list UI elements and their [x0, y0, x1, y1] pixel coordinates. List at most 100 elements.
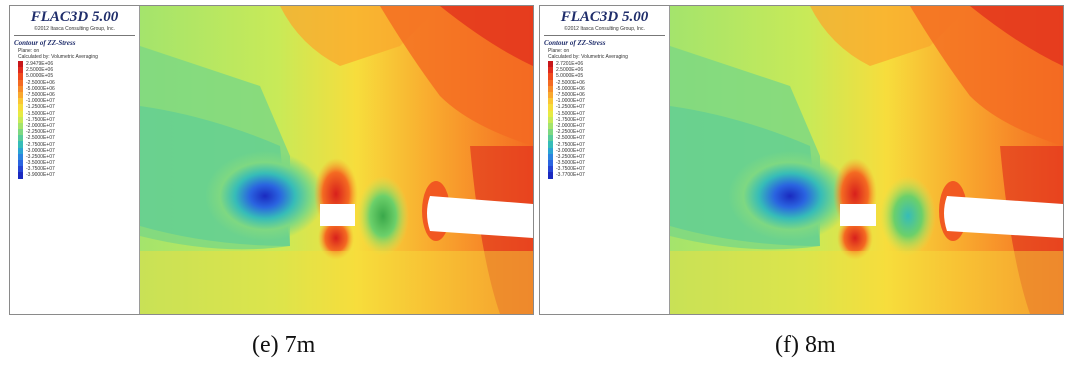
scale-swatch	[18, 79, 23, 86]
scale-value: -3.5000E+07	[556, 160, 585, 167]
scale-row: -3.0000E+07	[548, 147, 665, 154]
contour-panel-f: FLAC3D 5.00 ©2012 Itasca Consulting Grou…	[539, 5, 1064, 315]
scale-value: -2.0000E+07	[26, 122, 55, 129]
scale-swatch	[548, 104, 553, 111]
legend-box: FLAC3D 5.00 ©2012 Itasca Consulting Grou…	[10, 6, 140, 314]
scale-value: -1.2500E+07	[26, 104, 55, 111]
scale-row: -2.5000E+07	[18, 135, 135, 142]
scale-swatch	[18, 61, 23, 68]
scale-swatch	[18, 73, 23, 80]
pillar-green-zone	[880, 176, 936, 256]
scale-swatch	[18, 98, 23, 105]
scale-value: -2.5000E+06	[26, 79, 55, 86]
scale-swatch	[18, 141, 23, 148]
scale-swatch	[548, 147, 553, 154]
calculation-label: Calculated by: Volumetric Averaging	[18, 54, 98, 60]
scale-swatch	[548, 129, 553, 136]
scale-value: -5.0000E+06	[26, 85, 55, 92]
scale-value: -1.2500E+07	[556, 104, 585, 111]
scale-row: 2.7201E+06	[548, 61, 665, 68]
scale-row: -3.7500E+07	[548, 166, 665, 173]
scale-swatch	[548, 67, 553, 74]
color-scale: 2.7201E+06 2.5000E+06 5.0000E+05 -2.5000E+0…	[544, 61, 665, 179]
scale-swatch	[18, 85, 23, 92]
color-scale: 2.9479E+06 2.5000E+06 5.0000E+05 -2.5000E+0…	[14, 61, 135, 179]
excavated-zone	[944, 196, 1063, 238]
scale-value: -2.7500E+07	[556, 141, 585, 148]
scale-value: -3.7700E+07	[556, 172, 585, 179]
scale-row: -5.0000E+06	[548, 85, 665, 92]
scale-value: -3.2500E+07	[556, 153, 585, 160]
scale-row: -2.5000E+06	[18, 79, 135, 86]
scale-value: -7.5000E+06	[556, 92, 585, 99]
scale-swatch	[18, 67, 23, 74]
contour-panel-e: FLAC3D 5.00 ©2012 Itasca Consulting Grou…	[9, 5, 534, 315]
floor-red-zone-1	[318, 216, 354, 260]
scale-swatch	[18, 110, 23, 117]
scale-row: -1.0000E+07	[548, 98, 665, 105]
contour-title: Contour of ZZ-Stress	[544, 39, 606, 47]
floor-red-zone-1	[837, 216, 873, 260]
roadway-opening	[840, 204, 876, 226]
scale-value: -1.5000E+07	[556, 110, 585, 117]
scale-value: 5.0000E+05	[26, 73, 54, 80]
scale-swatch	[548, 91, 553, 99]
contour-title: Contour of ZZ-Stress	[14, 39, 76, 47]
scale-value: -3.5000E+07	[26, 160, 55, 167]
scale-value: -3.7500E+07	[556, 166, 585, 173]
scale-row: -1.2500E+07	[548, 104, 665, 111]
scale-row: -7.5000E+06	[18, 91, 135, 99]
scale-row: -2.5000E+07	[548, 135, 665, 142]
software-title: FLAC3D 5.00	[30, 9, 119, 25]
scale-row: -1.5000E+07	[18, 110, 135, 117]
plane-label: Plane: on	[548, 48, 570, 54]
scale-value: -3.0000E+07	[556, 147, 585, 154]
stress-contour-plot	[140, 6, 533, 314]
scale-value: -2.7500E+07	[26, 141, 55, 148]
scale-value: -1.7500E+07	[26, 116, 55, 123]
scale-row: -3.2500E+07	[548, 153, 665, 160]
scale-row: -3.0000E+07	[18, 147, 135, 154]
scale-row: -5.0000E+06	[18, 85, 135, 92]
scale-row: 5.0000E+05	[548, 73, 665, 80]
scale-value: -3.2500E+07	[26, 153, 55, 160]
scale-swatch	[18, 147, 23, 154]
scale-swatch	[548, 122, 553, 130]
scale-row: -7.5000E+06	[548, 91, 665, 99]
scale-row: -2.7500E+07	[548, 141, 665, 148]
scale-swatch	[548, 166, 553, 173]
calculation-label: Calculated by: Volumetric Averaging	[548, 54, 628, 60]
scale-row: -2.2500E+07	[548, 129, 665, 136]
stress-contour-plot	[670, 6, 1063, 314]
scale-value: -1.0000E+07	[556, 98, 585, 105]
scale-value: -7.5000E+06	[26, 92, 55, 99]
scale-row: -3.9000E+07	[18, 172, 135, 179]
scale-row: -1.2500E+07	[18, 104, 135, 111]
scale-value: -2.5000E+07	[556, 135, 585, 142]
scale-value: -3.0000E+07	[26, 147, 55, 154]
scale-swatch	[18, 129, 23, 136]
scale-value: 2.7201E+06	[556, 61, 584, 68]
scale-row: 2.5000E+06	[548, 67, 665, 74]
scale-swatch	[548, 61, 553, 68]
pillar-green-zone	[357, 176, 409, 256]
scale-row: -3.5000E+07	[18, 160, 135, 167]
scale-value: -2.0000E+07	[556, 122, 585, 129]
scale-value: -1.5000E+07	[26, 110, 55, 117]
scale-row: -2.2500E+07	[18, 129, 135, 136]
scale-swatch	[548, 98, 553, 105]
scale-row: -1.7500E+07	[18, 116, 135, 123]
scale-row: -1.7500E+07	[548, 116, 665, 123]
software-title: FLAC3D 5.00	[560, 9, 649, 25]
scale-value: 2.5000E+06	[556, 67, 584, 74]
roadway-opening	[320, 204, 355, 226]
scale-value: -2.5000E+06	[556, 79, 585, 86]
scale-swatch	[548, 172, 553, 179]
stress-concentration-blue	[205, 151, 325, 241]
legend-divider	[14, 35, 135, 36]
scale-value: -2.2500E+07	[26, 129, 55, 136]
scale-value: -3.7500E+07	[26, 166, 55, 173]
contour-svg	[670, 6, 1063, 314]
scale-swatch	[18, 91, 23, 99]
scale-value: -3.9000E+07	[26, 172, 55, 179]
